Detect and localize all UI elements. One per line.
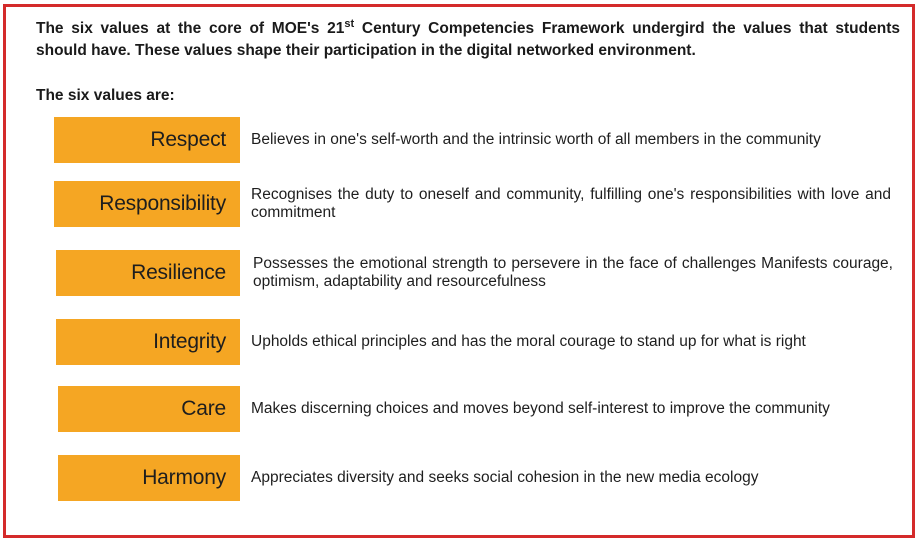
list-heading: The six values are: [36,87,175,104]
value-description-responsibility: Recognises the duty to oneself and commu… [251,186,891,221]
value-label-resilience: Resilience [56,250,240,296]
value-description-respect: Believes in one's self-worth and the int… [251,131,821,148]
value-description-harmony: Appreciates diversity and seeks social c… [251,469,759,486]
value-row-care: Care Makes discerning choices and moves … [0,386,900,432]
value-label-responsibility: Responsibility [54,181,240,227]
intro-text-start: The six values at the core of MOE's 21 [36,20,345,37]
value-label-integrity: Integrity [56,319,240,365]
value-description-care: Makes discerning choices and moves beyon… [251,400,830,417]
value-label-respect: Respect [54,117,240,163]
value-row-responsibility: Responsibility Recognises the duty to on… [0,181,900,227]
value-row-respect: Respect Believes in one's self-worth and… [0,117,900,163]
value-row-integrity: Integrity Upholds ethical principles and… [0,319,900,365]
value-description-integrity: Upholds ethical principles and has the m… [251,333,806,350]
value-label-harmony: Harmony [58,455,240,501]
value-label-care: Care [58,386,240,432]
value-row-resilience: Resilience Possesses the emotional stren… [0,250,900,296]
value-row-harmony: Harmony Appreciates diversity and seeks … [0,455,900,501]
intro-text-end: Century Competencies Framework undergird… [36,20,900,59]
intro-superscript: st [344,17,355,30]
value-description-resilience: Possesses the emotional strength to pers… [253,255,893,290]
intro-paragraph: The six values at the core of MOE's 21st… [36,18,900,62]
